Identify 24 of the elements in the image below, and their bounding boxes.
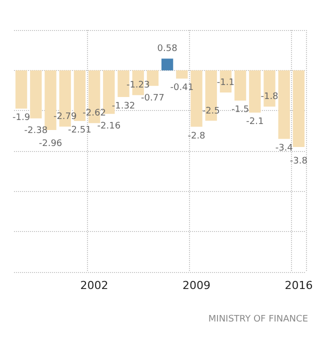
x-tick-label: 2002 (80, 279, 108, 292)
data-label: -3.4 (275, 143, 294, 154)
data-label: -3.8 (290, 156, 308, 166)
data-label: -2.1 (246, 117, 264, 128)
data-label: -1.23 (126, 80, 150, 91)
x-tick-label: 2016 (284, 279, 313, 292)
data-label: -1.8 (260, 92, 279, 102)
data-label: -0.41 (170, 83, 194, 94)
data-label: -2.5 (202, 106, 220, 116)
data-label: -2.96 (38, 139, 62, 150)
data-label: -2.62 (82, 108, 106, 119)
data-label: -2.79 (53, 112, 78, 122)
data-label: -1.32 (112, 101, 136, 112)
data-label: -2.51 (68, 125, 92, 136)
data-label: -1.5 (232, 105, 250, 116)
x-tick-label: 2009 (182, 279, 210, 292)
data-label: -2.8 (188, 131, 206, 142)
data-label: -0.77 (141, 94, 164, 104)
data-label: -2.38 (24, 126, 48, 136)
data-label: -1.9 (12, 113, 30, 124)
data-label: -2.16 (97, 122, 121, 132)
text: MINISTRY OF FINANCE (208, 314, 308, 324)
data-label: 0.58 (157, 44, 178, 54)
data-label: -1.1 (216, 78, 234, 88)
